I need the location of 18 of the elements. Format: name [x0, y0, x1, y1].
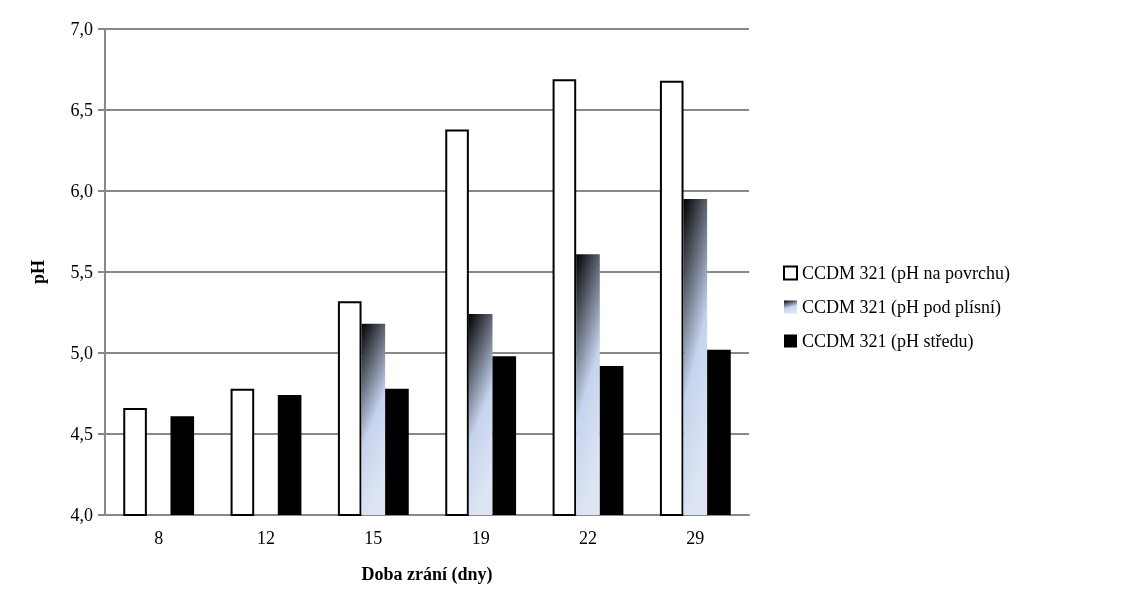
- x-tick-label: 22: [579, 528, 597, 548]
- y-tick-label: 4,0: [70, 505, 93, 525]
- y-tick-label: 6,0: [70, 181, 93, 201]
- x-tick-label: 15: [364, 528, 383, 548]
- y-tick-label: 5,0: [70, 343, 93, 363]
- y-tick-label: 7,0: [70, 19, 93, 39]
- y-tick-label: 4,5: [70, 424, 93, 444]
- x-tick-label: 12: [257, 528, 275, 548]
- legend-label: CCDM 321 (pH středu): [802, 331, 974, 352]
- y-tick-label: 6,5: [70, 100, 93, 120]
- x-tick-label: 19: [471, 528, 490, 548]
- x-tick-label: 8: [154, 528, 164, 548]
- legend-label: CCDM 321 (pH pod plísní): [802, 297, 1002, 318]
- y-axis-title: pH: [28, 259, 48, 285]
- x-tick-label: 29: [686, 528, 705, 548]
- x-axis-title: Doba zrání (dny): [361, 564, 493, 585]
- y-tick-label: 5,5: [70, 262, 93, 282]
- legend-label: CCDM 321 (pH na povrchu): [802, 263, 1010, 284]
